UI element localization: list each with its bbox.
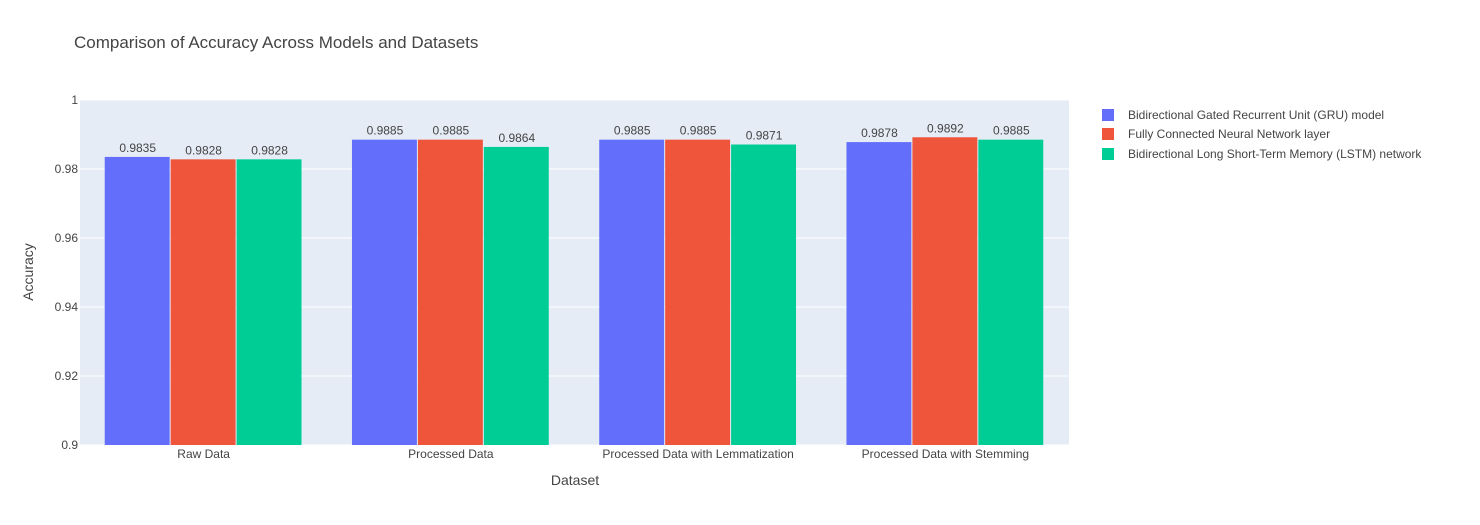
bar xyxy=(170,159,236,445)
bar xyxy=(351,139,417,446)
legend: Bidirectional Gated Recurrent Unit (GRU)… xyxy=(1102,105,1421,164)
legend-swatch xyxy=(1102,147,1114,160)
bar-data-label: 0.9885 xyxy=(367,124,404,138)
x-axis-label: Dataset xyxy=(550,472,600,488)
legend-swatch xyxy=(1102,108,1114,121)
bar xyxy=(236,159,302,445)
x-tick-label: Processed Data xyxy=(408,447,494,461)
legend-label: Bidirectional Gated Recurrent Unit (GRU)… xyxy=(1128,107,1385,122)
bar-data-label: 0.9878 xyxy=(861,126,898,140)
y-tick-label: 0.98 xyxy=(55,162,79,176)
legend-label: Bidirectional Long Short-Term Memory (LS… xyxy=(1128,146,1422,161)
legend-item[interactable]: Fully Connected Neural Network layer xyxy=(1102,125,1421,145)
y-tick-label: 0.9 xyxy=(61,438,78,452)
legend-item[interactable]: Bidirectional Long Short-Term Memory (LS… xyxy=(1102,144,1421,164)
bar-data-label: 0.9871 xyxy=(746,129,783,143)
y-tick-label: 1 xyxy=(71,93,78,107)
bar-data-label: 0.9885 xyxy=(433,124,470,138)
bar xyxy=(599,139,665,446)
bar xyxy=(665,139,731,446)
bar-data-label: 0.9828 xyxy=(251,143,288,157)
y-tick-label: 0.96 xyxy=(55,231,79,245)
bar xyxy=(912,137,978,445)
x-tick-label: Processed Data with Stemming xyxy=(862,447,1029,461)
bar xyxy=(417,139,483,446)
bar xyxy=(483,146,549,446)
bar xyxy=(731,144,797,445)
chart-title: Comparison of Accuracy Across Models and… xyxy=(74,33,479,52)
bar-data-label: 0.9864 xyxy=(498,131,535,145)
bar xyxy=(978,139,1044,446)
bar-data-label: 0.9892 xyxy=(927,121,964,135)
y-tick-label: 0.92 xyxy=(55,369,79,383)
bar-data-label: 0.9835 xyxy=(119,141,156,155)
bar-data-label: 0.9885 xyxy=(680,124,717,138)
bar-data-label: 0.9885 xyxy=(993,124,1030,138)
bar xyxy=(846,142,912,445)
bar xyxy=(104,156,170,446)
legend-item[interactable]: Bidirectional Gated Recurrent Unit (GRU)… xyxy=(1102,105,1421,125)
x-tick-label: Raw Data xyxy=(177,447,230,461)
y-axis-label: Accuracy xyxy=(20,243,36,301)
x-tick-label: Processed Data with Lemmatization xyxy=(602,447,793,461)
legend-label: Fully Connected Neural Network layer xyxy=(1128,127,1331,142)
bar-data-label: 0.9885 xyxy=(614,124,651,138)
y-tick-label: 0.94 xyxy=(55,300,79,314)
bar-data-label: 0.9828 xyxy=(185,143,222,157)
legend-swatch xyxy=(1102,128,1114,141)
